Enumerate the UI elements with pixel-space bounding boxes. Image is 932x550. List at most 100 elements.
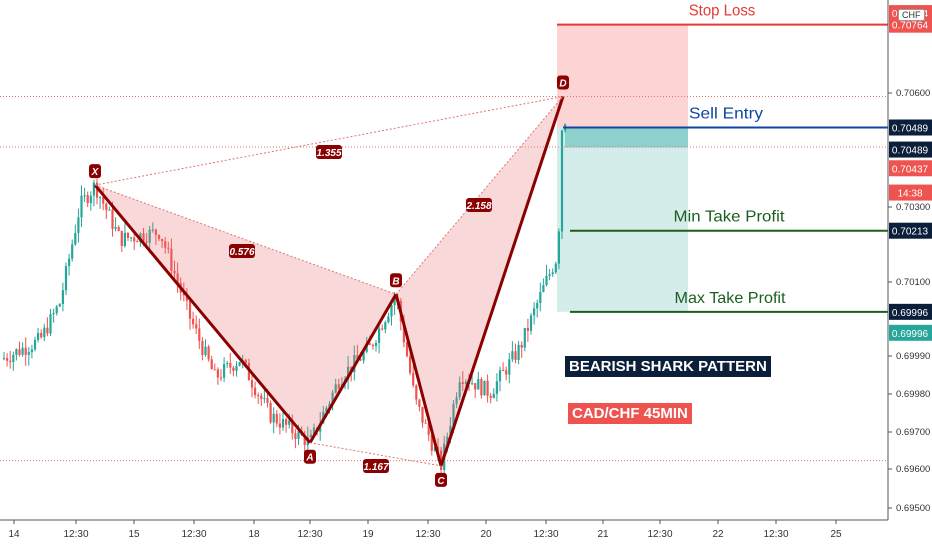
price-tag-label: 0.70489 [892,124,929,135]
price-tag [889,303,932,320]
pivot-badge [304,449,316,464]
candle-body [145,241,148,243]
candle-body [161,239,164,242]
candle-body [30,349,33,353]
ratio-badge [316,145,342,159]
candle-body [480,379,483,396]
candle-body [409,356,412,373]
candle-body [545,275,548,286]
price-tag-label: 0.70437 [892,164,929,175]
candle-body [266,398,269,403]
candle-body [173,270,176,274]
candle-body [334,384,337,393]
level-label: Stop Loss [689,3,756,20]
candle-body [415,385,418,400]
candle-body [368,343,371,345]
candle-body [71,244,74,259]
candle-body [554,263,557,273]
candle-body [303,435,306,446]
price-tag [889,119,932,136]
candle-body [229,362,232,368]
candle-body [539,291,542,303]
pivot-label-b: B [392,276,399,287]
price-tag-label: 0.70213 [892,227,929,238]
price-tag [889,184,932,201]
candle-body [557,231,560,264]
candle-body [560,130,564,232]
candle-body [2,358,6,360]
ratio-label: 0.576 [229,247,254,258]
candle-body [95,182,99,198]
candle-body [458,382,461,398]
y-tick-label: 0.70300 [896,202,930,213]
candle-body [102,197,105,204]
ratio-line [395,96,564,295]
candle-body [204,346,207,356]
pivot-badge [435,472,447,487]
candle-body [86,195,89,204]
candle-body [77,217,80,233]
shark-pattern: 1.355 0.576 1.167 2.158 X A B C D [89,75,569,487]
price-tag-label: 14:38 [897,189,922,200]
axis-corner [888,520,932,550]
candle-body [452,403,455,426]
candle-body [254,387,257,396]
candle-body [269,402,272,423]
candle-body [412,372,415,386]
trade-zones [0,24,888,462]
ratio-label: 2.158 [465,201,491,212]
candle-body [390,304,393,317]
candle-body [201,341,204,356]
x-tick-label: 25 [830,529,842,540]
candle-body [37,333,40,340]
candle-body [378,328,381,343]
candle-body [498,370,502,382]
y-tick-label: 0.70100 [896,277,930,288]
candle-body [517,344,520,360]
candle-body [213,369,216,371]
candle-body [182,292,185,296]
candle-body [312,427,316,435]
candle-body [492,393,495,398]
candle-body [99,197,102,199]
candle-body [210,359,213,370]
candle-body [68,258,71,267]
pattern-leg [308,293,398,444]
price-tag-label: 0.70764 [892,21,929,32]
level-label: Sell Entry [689,106,763,123]
candle-body [27,352,30,355]
x-tick-label: 18 [248,529,260,540]
candle-body [105,203,108,211]
candle-body [64,266,68,291]
candle-body [117,227,120,231]
price-tag-label: 0.69996 [892,329,929,340]
currency-label: CHF [902,10,921,20]
candle-body [464,381,467,385]
candle-body [449,425,452,437]
candle-body [359,359,362,361]
candle-body [533,308,536,316]
candle-body [238,362,241,366]
candle-body [483,380,486,396]
candle-body [424,422,427,424]
currency-badge[interactable]: CHF [898,9,925,21]
pattern-leg [439,95,565,467]
candle-body [164,241,167,248]
candle-body [508,359,511,375]
candle-body [12,354,15,363]
x-tick-label: 22 [712,529,724,540]
candle-body [529,315,533,331]
ratio-line [94,184,397,295]
candle-body [474,383,477,390]
candle-body [523,327,526,348]
candle-body [21,347,24,355]
candle-body [111,209,114,229]
candle-body [167,247,170,249]
pattern-leg [394,293,443,467]
pattern-banner-text: BEARISH SHARK PATTERN [569,358,767,375]
candle-body [235,365,238,371]
x-tick-label: 14 [8,529,20,540]
candle-body [216,369,219,378]
candle-body [154,229,157,235]
candle-body [80,195,83,218]
